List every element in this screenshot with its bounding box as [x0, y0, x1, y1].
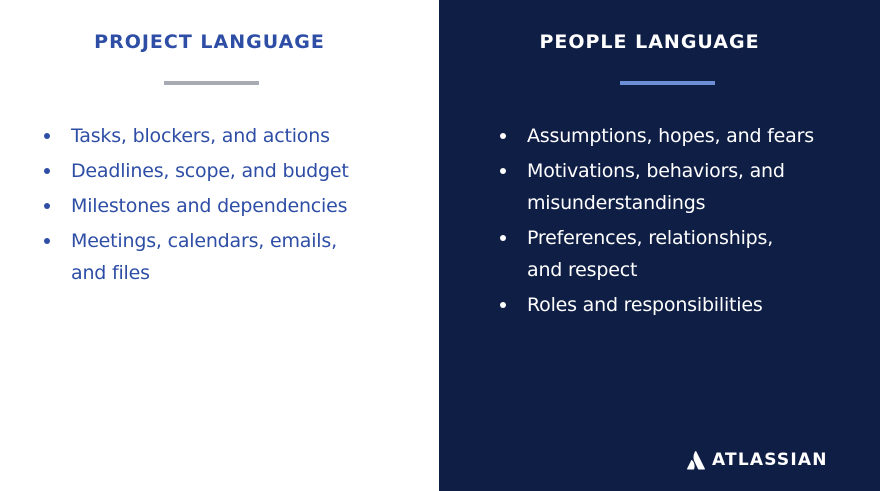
project-language-heading: PROJECT LANGUAGE: [94, 31, 325, 53]
list-item: Milestones and dependencies: [44, 190, 424, 222]
list-item: Tasks, blockers, and actions: [44, 120, 424, 152]
bullet-dot-icon: [44, 238, 50, 244]
list-item-text: Tasks, blockers, and actions: [71, 125, 330, 147]
list-item: Deadlines, scope, and budget: [44, 155, 424, 187]
bullet-dot-icon: [500, 302, 506, 308]
project-language-divider: [164, 81, 259, 85]
list-item: Motivations, behaviors, and misunderstan…: [500, 155, 817, 219]
people-language-panel: PEOPLE LANGUAGE Assumptions, hopes, and …: [439, 0, 880, 491]
people-language-list: Assumptions, hopes, and fears Motivation…: [500, 120, 875, 324]
list-item: Meetings, calendars, emails, and files: [44, 225, 361, 289]
people-language-divider: [620, 81, 715, 85]
bullet-dot-icon: [500, 133, 506, 139]
list-item: Assumptions, hopes, and fears: [500, 120, 875, 152]
bullet-dot-icon: [44, 168, 50, 174]
list-item-text: Preferences, relationships, and respect: [527, 227, 774, 281]
list-item-text: Deadlines, scope, and budget: [71, 160, 349, 182]
atlassian-logo-text: ATLASSIAN: [712, 450, 828, 470]
bullet-dot-icon: [44, 203, 50, 209]
list-item-text: Motivations, behaviors, and misunderstan…: [527, 160, 785, 214]
project-language-list: Tasks, blockers, and actions Deadlines, …: [44, 120, 424, 292]
project-language-panel: PROJECT LANGUAGE Tasks, blockers, and ac…: [0, 0, 439, 491]
list-item: Roles and responsibilities: [500, 289, 875, 321]
atlassian-logo-icon: [687, 450, 705, 469]
bullet-dot-icon: [500, 235, 506, 241]
list-item-text: Meetings, calendars, emails, and files: [71, 230, 337, 284]
list-item-text: Roles and responsibilities: [527, 294, 763, 316]
atlassian-logo: ATLASSIAN: [687, 450, 828, 470]
bullet-dot-icon: [500, 168, 506, 174]
bullet-dot-icon: [44, 133, 50, 139]
list-item-text: Assumptions, hopes, and fears: [527, 125, 814, 147]
people-language-heading: PEOPLE LANGUAGE: [539, 31, 760, 53]
list-item: Preferences, relationships, and respect: [500, 222, 807, 286]
list-item-text: Milestones and dependencies: [71, 195, 348, 217]
